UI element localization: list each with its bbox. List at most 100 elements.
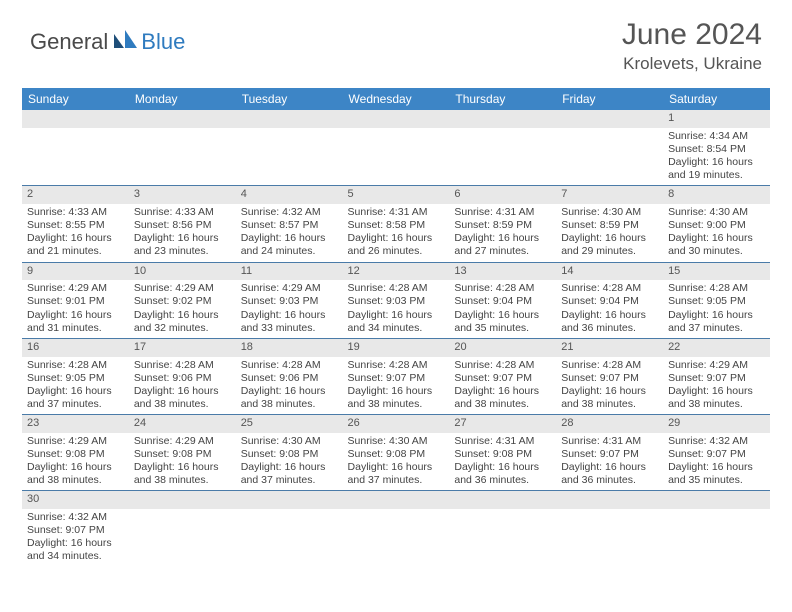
day-number: 20: [449, 339, 556, 357]
dl1-text: Daylight: 16 hours: [348, 461, 445, 474]
calendar-cell: 25Sunrise: 4:30 AMSunset: 9:08 PMDayligh…: [236, 415, 343, 491]
calendar-cell: 24Sunrise: 4:29 AMSunset: 9:08 PMDayligh…: [129, 415, 236, 491]
sunset-text: Sunset: 9:07 PM: [668, 372, 765, 385]
day-number: 23: [22, 415, 129, 433]
day-number: 13: [449, 263, 556, 281]
day-number: 4: [236, 186, 343, 204]
calendar-cell: 2Sunrise: 4:33 AMSunset: 8:55 PMDaylight…: [22, 186, 129, 262]
sunrise-text: Sunrise: 4:31 AM: [561, 435, 658, 448]
sunrise-text: Sunrise: 4:28 AM: [348, 282, 445, 295]
sunrise-text: Sunrise: 4:29 AM: [668, 359, 765, 372]
day-number: 3: [129, 186, 236, 204]
dl2-text: and 24 minutes.: [241, 245, 338, 258]
sunrise-text: Sunrise: 4:32 AM: [27, 511, 124, 524]
sunrise-text: Sunrise: 4:28 AM: [668, 282, 765, 295]
dl2-text: and 37 minutes.: [241, 474, 338, 487]
day-number: [449, 110, 556, 128]
calendar-cell: 8Sunrise: 4:30 AMSunset: 9:00 PMDaylight…: [663, 186, 770, 262]
dayhead-thu: Thursday: [449, 88, 556, 110]
sunset-text: Sunset: 9:06 PM: [134, 372, 231, 385]
dl1-text: Daylight: 16 hours: [454, 309, 551, 322]
dl1-text: Daylight: 16 hours: [241, 309, 338, 322]
calendar-cell: 1Sunrise: 4:34 AMSunset: 8:54 PMDaylight…: [663, 110, 770, 186]
sunset-text: Sunset: 9:04 PM: [561, 295, 658, 308]
dl2-text: and 38 minutes.: [241, 398, 338, 411]
calendar-cell: [343, 491, 450, 567]
calendar-cell: 7Sunrise: 4:30 AMSunset: 8:59 PMDaylight…: [556, 186, 663, 262]
dl1-text: Daylight: 16 hours: [668, 309, 765, 322]
dl2-text: and 38 minutes.: [348, 398, 445, 411]
sunrise-text: Sunrise: 4:28 AM: [241, 359, 338, 372]
day-number: 29: [663, 415, 770, 433]
calendar-row: 1Sunrise: 4:34 AMSunset: 8:54 PMDaylight…: [22, 110, 770, 186]
day-number: 7: [556, 186, 663, 204]
sunrise-text: Sunrise: 4:32 AM: [668, 435, 765, 448]
calendar-table: Sunday Monday Tuesday Wednesday Thursday…: [22, 88, 770, 567]
calendar-cell: [556, 491, 663, 567]
day-number: 9: [22, 263, 129, 281]
calendar-cell: 19Sunrise: 4:28 AMSunset: 9:07 PMDayligh…: [343, 338, 450, 414]
sunrise-text: Sunrise: 4:29 AM: [134, 282, 231, 295]
dl1-text: Daylight: 16 hours: [454, 385, 551, 398]
dl2-text: and 27 minutes.: [454, 245, 551, 258]
sunset-text: Sunset: 9:06 PM: [241, 372, 338, 385]
calendar-cell: 29Sunrise: 4:32 AMSunset: 9:07 PMDayligh…: [663, 415, 770, 491]
dl1-text: Daylight: 16 hours: [454, 232, 551, 245]
day-number: [449, 491, 556, 509]
dl2-text: and 23 minutes.: [134, 245, 231, 258]
dl1-text: Daylight: 16 hours: [27, 232, 124, 245]
dl1-text: Daylight: 16 hours: [134, 232, 231, 245]
calendar-cell: 23Sunrise: 4:29 AMSunset: 9:08 PMDayligh…: [22, 415, 129, 491]
dl2-text: and 30 minutes.: [668, 245, 765, 258]
day-number: [236, 491, 343, 509]
calendar-cell: 15Sunrise: 4:28 AMSunset: 9:05 PMDayligh…: [663, 262, 770, 338]
sunrise-text: Sunrise: 4:33 AM: [134, 206, 231, 219]
dl1-text: Daylight: 16 hours: [561, 232, 658, 245]
day-number: [556, 110, 663, 128]
dl2-text: and 38 minutes.: [561, 398, 658, 411]
calendar-row: 9Sunrise: 4:29 AMSunset: 9:01 PMDaylight…: [22, 262, 770, 338]
calendar-cell: 28Sunrise: 4:31 AMSunset: 9:07 PMDayligh…: [556, 415, 663, 491]
calendar-cell: 30Sunrise: 4:32 AMSunset: 9:07 PMDayligh…: [22, 491, 129, 567]
calendar-cell: 13Sunrise: 4:28 AMSunset: 9:04 PMDayligh…: [449, 262, 556, 338]
day-number: 27: [449, 415, 556, 433]
sunrise-text: Sunrise: 4:30 AM: [241, 435, 338, 448]
dl2-text: and 38 minutes.: [668, 398, 765, 411]
title-block: June 2024 Krolevets, Ukraine: [622, 18, 762, 74]
sunrise-text: Sunrise: 4:28 AM: [348, 359, 445, 372]
sunrise-text: Sunrise: 4:28 AM: [454, 359, 551, 372]
sunset-text: Sunset: 9:08 PM: [348, 448, 445, 461]
calendar-cell: 5Sunrise: 4:31 AMSunset: 8:58 PMDaylight…: [343, 186, 450, 262]
day-number: [343, 491, 450, 509]
sunset-text: Sunset: 9:07 PM: [561, 448, 658, 461]
sunset-text: Sunset: 8:58 PM: [348, 219, 445, 232]
dl1-text: Daylight: 16 hours: [241, 461, 338, 474]
calendar-cell: 21Sunrise: 4:28 AMSunset: 9:07 PMDayligh…: [556, 338, 663, 414]
dl1-text: Daylight: 16 hours: [134, 309, 231, 322]
dl2-text: and 29 minutes.: [561, 245, 658, 258]
calendar-cell: 11Sunrise: 4:29 AMSunset: 9:03 PMDayligh…: [236, 262, 343, 338]
dl2-text: and 36 minutes.: [454, 474, 551, 487]
sunrise-text: Sunrise: 4:34 AM: [668, 130, 765, 143]
day-number: [236, 110, 343, 128]
location-text: Krolevets, Ukraine: [622, 54, 762, 74]
day-number: 24: [129, 415, 236, 433]
calendar-row: 2Sunrise: 4:33 AMSunset: 8:55 PMDaylight…: [22, 186, 770, 262]
day-number: 6: [449, 186, 556, 204]
sunrise-text: Sunrise: 4:30 AM: [561, 206, 658, 219]
dl2-text: and 35 minutes.: [668, 474, 765, 487]
sunset-text: Sunset: 9:07 PM: [348, 372, 445, 385]
sunset-text: Sunset: 8:57 PM: [241, 219, 338, 232]
dl1-text: Daylight: 16 hours: [668, 232, 765, 245]
day-number: [22, 110, 129, 128]
dl2-text: and 37 minutes.: [27, 398, 124, 411]
dl1-text: Daylight: 16 hours: [134, 461, 231, 474]
sunset-text: Sunset: 9:08 PM: [134, 448, 231, 461]
dayhead-tue: Tuesday: [236, 88, 343, 110]
sunset-text: Sunset: 9:07 PM: [668, 448, 765, 461]
sunrise-text: Sunrise: 4:28 AM: [454, 282, 551, 295]
dl2-text: and 38 minutes.: [134, 398, 231, 411]
sunrise-text: Sunrise: 4:30 AM: [348, 435, 445, 448]
sunset-text: Sunset: 9:03 PM: [348, 295, 445, 308]
day-number: 17: [129, 339, 236, 357]
